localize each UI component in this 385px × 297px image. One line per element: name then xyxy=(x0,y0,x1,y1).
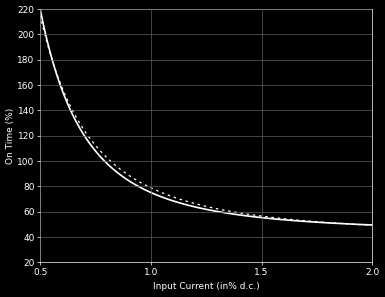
Y-axis label: On Time (%): On Time (%) xyxy=(5,108,15,164)
X-axis label: Input Current (in% d.c.): Input Current (in% d.c.) xyxy=(153,282,259,291)
